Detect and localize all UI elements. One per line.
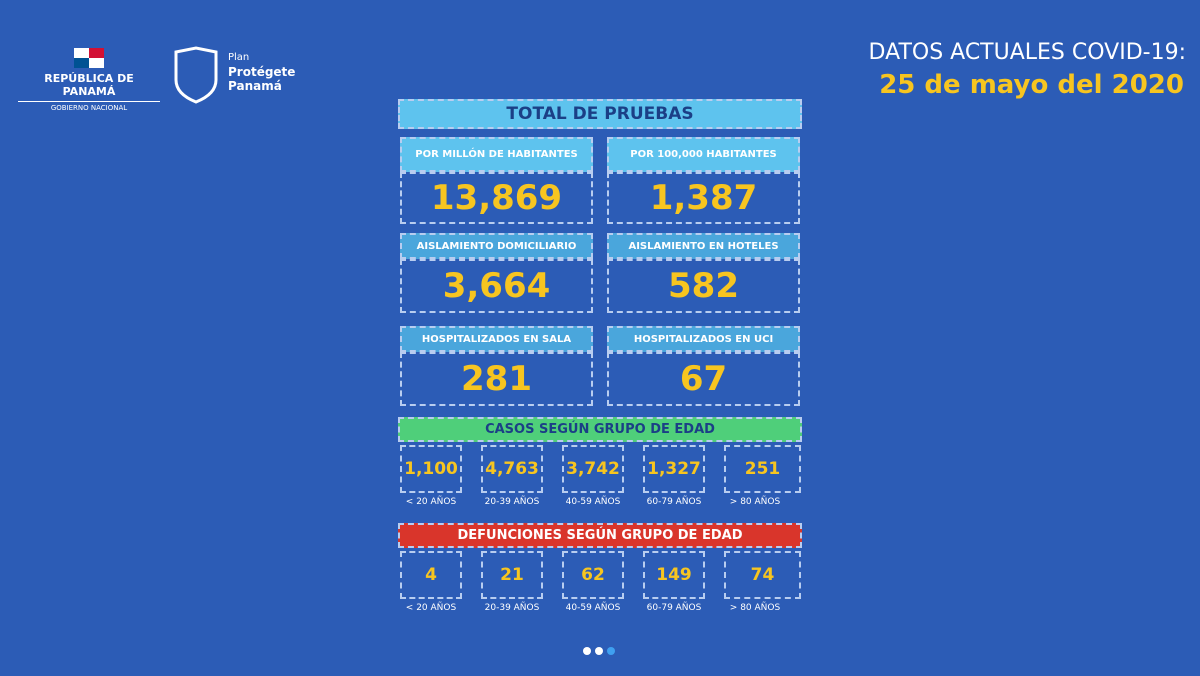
cases-age-label: 60-79 AÑOS [646,497,702,507]
stat-label: POR MILLÓN DE HABITANTES [400,137,593,172]
deaths-age-label: 40-59 AÑOS [565,603,621,613]
header-date: 25 de mayo del 2020 [879,70,1184,100]
cases-age-label: > 80 AÑOS [729,497,781,507]
stat-label: AISLAMIENTO DOMICILIARIO [400,233,593,259]
stat-value: 13,869 [400,172,593,224]
cases-value: 4,763 [481,445,543,493]
panel-title: TOTAL DE PRUEBAS [398,99,802,129]
cases-age-label: 40-59 AÑOS [565,497,621,507]
stat-label: HOSPITALIZADOS EN UCI [607,326,800,352]
cases-age-label: 20-39 AÑOS [484,497,540,507]
stat-label: POR 100,000 HABITANTES [607,137,800,172]
deaths-value: 21 [481,551,543,599]
cases-title: CASOS SEGÚN GRUPO DE EDAD [398,417,802,442]
cases-value: 1,327 [643,445,705,493]
flag [74,48,104,68]
deaths-age-label: < 20 AÑOS [405,603,457,613]
cases-age-label: < 20 AÑOS [405,497,457,507]
deaths-value: 149 [643,551,705,599]
pager-dots [583,647,615,655]
stat-value: 1,387 [607,172,800,224]
plan-line1: Plan [228,52,250,63]
deaths-age-label: > 80 AÑOS [729,603,781,613]
deaths-value: 4 [400,551,462,599]
plan-line2: Protégete [228,65,296,79]
stat-value: 281 [400,352,593,406]
government-name: REPÚBLICA DE PANAMÁ [44,72,134,98]
plan-line3: Panamá [228,79,282,93]
header-title: DATOS ACTUALES COVID-19: [868,40,1186,65]
government-logo: REPÚBLICA DE PANAMÁ GOBIERNO NACIONAL [18,48,160,112]
deaths-value: 74 [724,551,801,599]
stat-value: 582 [607,259,800,313]
stat-value: 67 [607,352,800,406]
stat-label: HOSPITALIZADOS EN SALA [400,326,593,352]
plan-logo: Plan Protégete Panamá [172,46,312,106]
deaths-age-label: 60-79 AÑOS [646,603,702,613]
cases-value: 251 [724,445,801,493]
stat-label: AISLAMIENTO EN HOTELES [607,233,800,259]
shield [174,46,218,104]
government-subtitle: GOBIERNO NACIONAL [18,101,160,112]
cases-value: 3,742 [562,445,624,493]
deaths-age-label: 20-39 AÑOS [484,603,540,613]
stat-value: 3,664 [400,259,593,313]
cases-value: 1,100 [400,445,462,493]
deaths-title: DEFUNCIONES SEGÚN GRUPO DE EDAD [398,523,802,548]
deaths-value: 62 [562,551,624,599]
